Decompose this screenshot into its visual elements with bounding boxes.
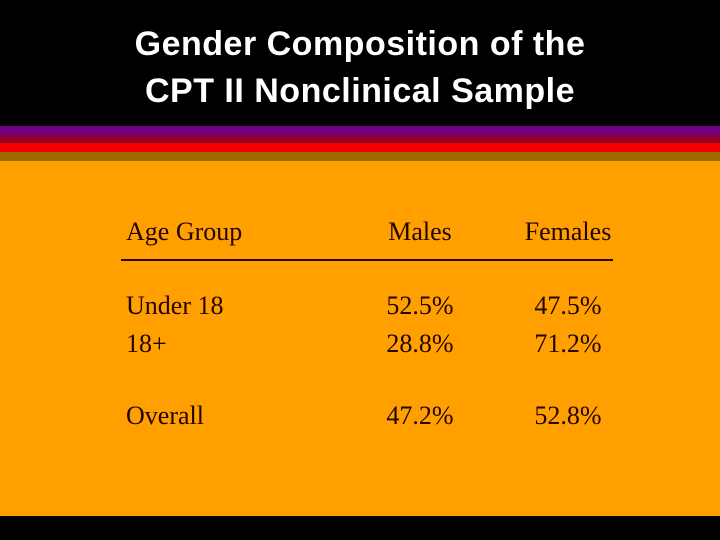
divider-stripe-red xyxy=(0,143,720,152)
table-row-label: 18+ xyxy=(126,329,167,358)
table-cell-females: 71.2% xyxy=(534,329,602,358)
table-header-age-group: Age Group xyxy=(126,217,243,246)
divider-stripe-maroon xyxy=(0,135,720,143)
slide-title-line-1: Gender Composition of the xyxy=(134,25,586,63)
table-cell-males: 47.2% xyxy=(386,401,454,430)
table-cell-males: 52.5% xyxy=(386,291,454,320)
divider-stripe-purple xyxy=(0,126,720,135)
table-cell-females: 52.8% xyxy=(534,401,602,430)
table-header-males: Males xyxy=(388,217,452,246)
slide-title: Gender Composition of the CPT II Nonclin… xyxy=(0,21,720,115)
table-cell-females: 47.5% xyxy=(534,291,602,320)
divider-stripe-olive xyxy=(0,152,720,161)
table-header-females: Females xyxy=(524,217,612,246)
table-cell-males: 28.8% xyxy=(386,329,454,358)
table-row-label: Under 18 xyxy=(126,291,224,320)
slide-title-line-2: CPT II Nonclinical Sample xyxy=(144,72,576,110)
table-header-underline xyxy=(121,259,613,261)
slide-body: Age Group Males Females Under 18 52.5% 4… xyxy=(0,161,720,516)
table-row-label: Overall xyxy=(126,401,204,430)
